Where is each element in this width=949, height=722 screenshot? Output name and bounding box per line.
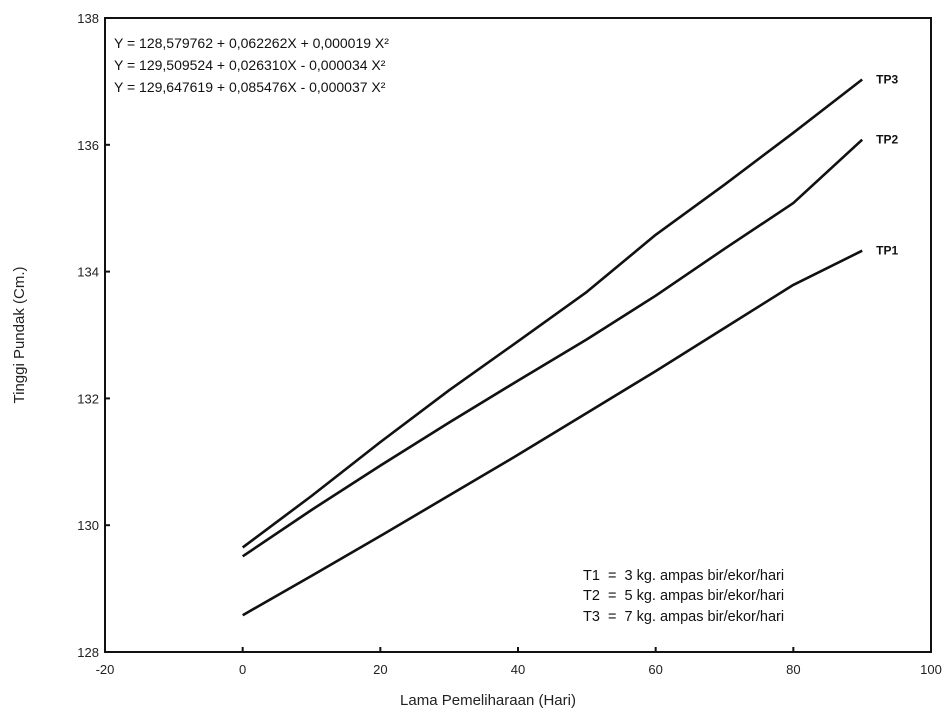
legend: T1 = 3 kg. ampas bir/ekor/hari T2 = 5 kg… [583, 568, 784, 625]
x-tick-label: 40 [511, 662, 525, 677]
y-tick-label: 134 [77, 265, 99, 280]
y-tick-label: 130 [77, 518, 99, 533]
y-tick-label: 138 [77, 11, 99, 26]
x-tick-label: 100 [920, 662, 942, 677]
series-labels: TP1 TP2 TP3 [876, 72, 898, 257]
regression-equations: Y = 128,579762 + 0,062262X + 0,000019 X²… [114, 35, 389, 95]
series-line-tp2 [241, 138, 864, 558]
x-tick-label: 60 [648, 662, 662, 677]
y-axis-label: Tinggi Pundak (Cm.) [11, 267, 28, 404]
y-tick-label: 128 [77, 645, 99, 660]
series-line-tp1 [242, 249, 863, 617]
x-tick-label: 80 [786, 662, 800, 677]
series-end-label-tp1: TP1 [876, 244, 898, 258]
equation-tp1: Y = 128,579762 + 0,062262X + 0,000019 X² [114, 35, 389, 51]
y-tick-label: 132 [77, 391, 99, 406]
x-tick-label: -20 [96, 662, 115, 677]
series-end-label-tp2: TP2 [876, 133, 898, 147]
legend-item-t1: T1 = 3 kg. ampas bir/ekor/hari [583, 568, 784, 584]
plot-frame [104, 17, 932, 653]
y-tick-label: 136 [77, 138, 99, 153]
x-tick-label: 0 [239, 662, 246, 677]
legend-item-t2: T2 = 5 kg. ampas bir/ekor/hari [583, 588, 784, 604]
legend-item-t3: T3 = 7 kg. ampas bir/ekor/hari [583, 609, 784, 625]
equation-tp2: Y = 129,509524 + 0,026310X - 0,000034 X² [114, 57, 386, 73]
x-axis-ticks: -20 0 20 40 60 80 100 [96, 647, 942, 677]
y-axis-ticks: 128 130 132 134 136 138 [77, 11, 110, 660]
x-tick-label: 20 [373, 662, 387, 677]
series-line-tp3 [241, 78, 863, 549]
series-end-label-tp3: TP3 [876, 72, 898, 86]
series-lines [241, 78, 864, 617]
x-axis-label: Lama Pemeliharaan (Hari) [400, 692, 576, 709]
equation-tp3: Y = 129,647619 + 0,085476X - 0,000037 X² [114, 79, 386, 95]
